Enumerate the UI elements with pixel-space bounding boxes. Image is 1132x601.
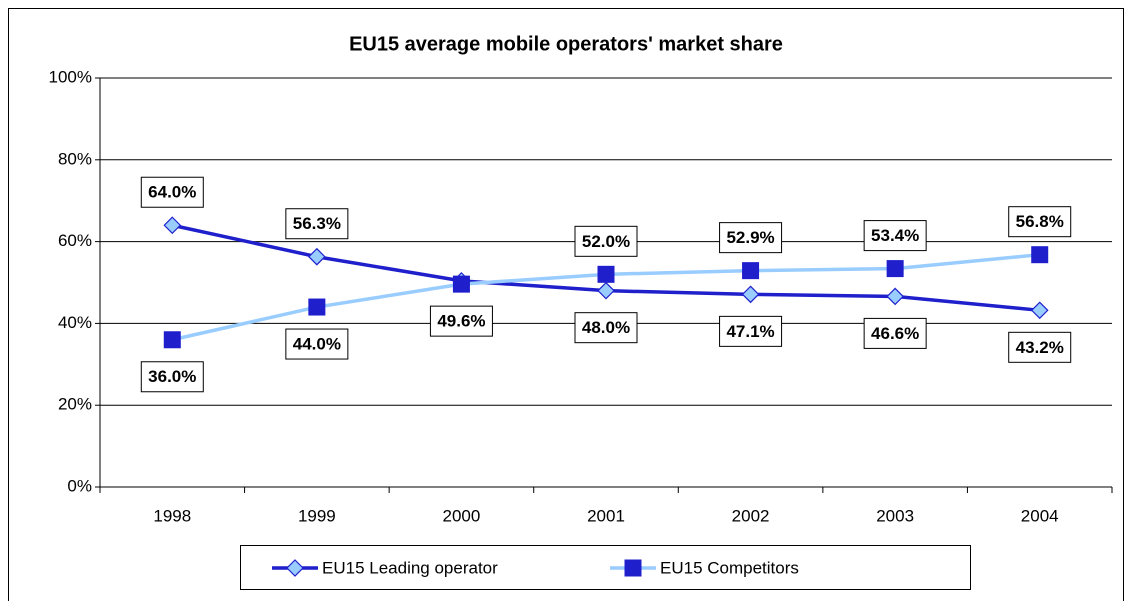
- data-point: [741, 285, 760, 304]
- data-label: 53.4%: [871, 226, 919, 245]
- x-tick-label: 2004: [1021, 506, 1059, 525]
- data-label: 36.0%: [148, 367, 196, 386]
- x-tick-label: 1999: [298, 506, 336, 525]
- data-label: 52.9%: [726, 228, 774, 247]
- data-point: [452, 275, 470, 293]
- legend-marker: [286, 559, 304, 577]
- y-tick-label: 0%: [67, 476, 92, 495]
- data-label: 56.3%: [293, 214, 341, 233]
- data-label: 49.6%: [437, 312, 485, 331]
- data-point: [308, 298, 326, 316]
- data-label: 64.0%: [148, 183, 196, 202]
- x-tick-label: 2003: [876, 506, 914, 525]
- data-label: 46.6%: [871, 324, 919, 343]
- data-label-box: [574, 312, 638, 344]
- y-tick-label: 100%: [49, 67, 92, 86]
- x-tick-label: 1998: [153, 506, 191, 525]
- data-label-box: [863, 317, 927, 349]
- chart-title: EU15 average mobile operators' market sh…: [349, 33, 783, 55]
- data-label-box: [140, 361, 204, 393]
- data-label-box: [285, 328, 349, 360]
- data-label-box: [1008, 206, 1072, 238]
- data-label: 48.0%: [582, 318, 630, 337]
- legend-box: [240, 545, 971, 590]
- data-label: 44.0%: [293, 335, 341, 354]
- x-tick-label: 2002: [732, 506, 770, 525]
- x-tick-label: 2000: [443, 506, 481, 525]
- data-point: [163, 216, 182, 235]
- data-label-box: [140, 176, 204, 208]
- data-point: [742, 262, 760, 280]
- data-label-box: [1008, 331, 1072, 363]
- data-label: 52.0%: [582, 232, 630, 251]
- y-tick-label: 40%: [58, 313, 92, 332]
- data-point: [163, 331, 181, 349]
- data-label-box: [429, 305, 493, 337]
- y-tick-label: 60%: [58, 231, 92, 250]
- data-point: [886, 260, 904, 278]
- data-point: [308, 247, 326, 266]
- data-point: [597, 281, 615, 300]
- legend-label: EU15 Leading operator: [322, 558, 498, 577]
- data-label-box: [719, 315, 783, 347]
- data-label: 43.2%: [1016, 338, 1064, 357]
- data-point: [886, 287, 904, 306]
- data-label-box: [285, 208, 349, 240]
- chart-border: [8, 8, 1124, 601]
- x-tick-label: 2001: [587, 506, 625, 525]
- data-label-box: [574, 225, 638, 257]
- data-point: [1031, 246, 1049, 264]
- data-label: 56.8%: [1016, 212, 1064, 231]
- data-label: 47.1%: [726, 322, 774, 341]
- legend-marker: [624, 559, 642, 577]
- data-point: [1030, 301, 1049, 320]
- legend-label: EU15 Competitors: [660, 558, 799, 577]
- y-tick-label: 20%: [58, 395, 92, 414]
- y-tick-label: 80%: [58, 149, 92, 168]
- data-label-box: [863, 220, 927, 252]
- data-label-box: [719, 222, 783, 254]
- data-point: [597, 265, 615, 283]
